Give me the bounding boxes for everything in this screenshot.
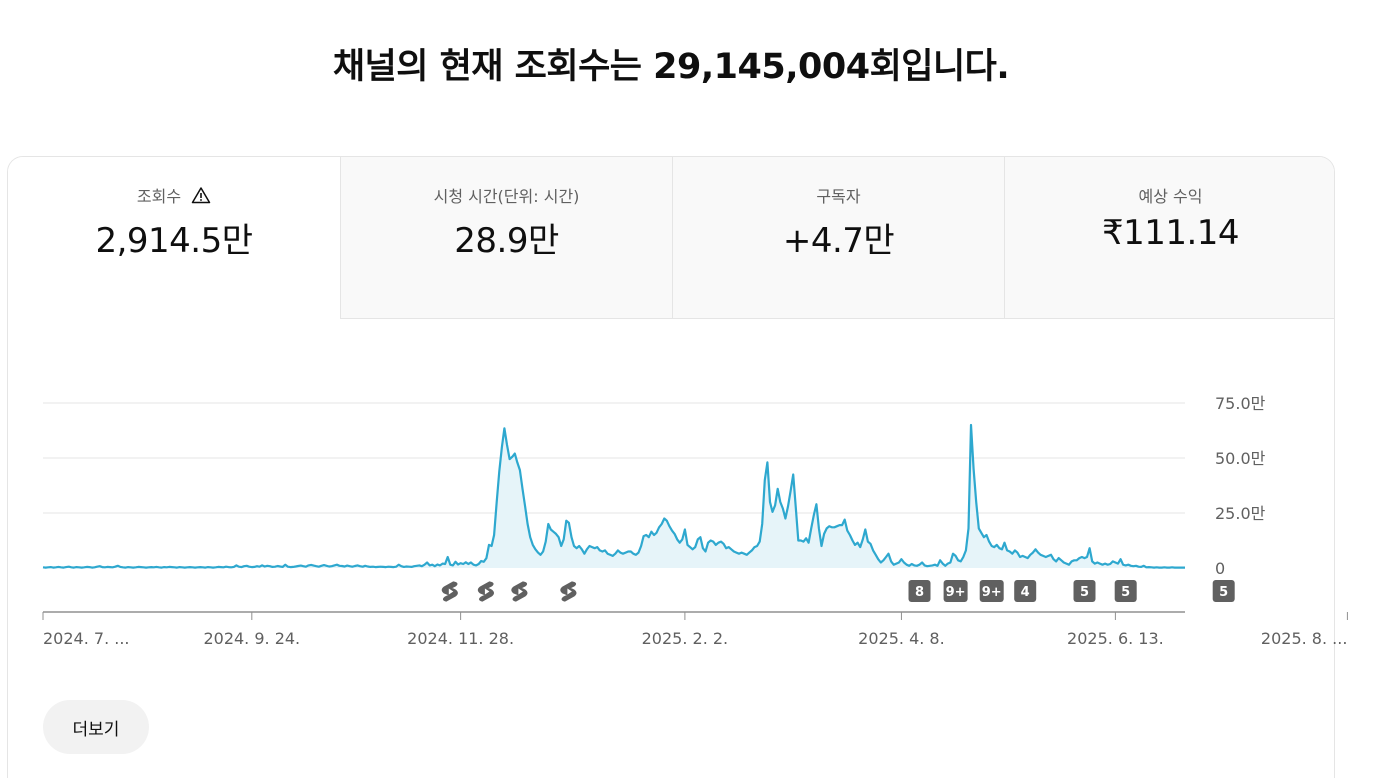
video-count-badge[interactable]: 4 — [1014, 580, 1037, 602]
metric-tabs: 조회수 2,914.5만 시청 시간(단위: 시간) 28.9만 구독자 +4.… — [8, 157, 1334, 319]
tab-subscribers-value: +4.7만 — [782, 221, 895, 261]
tab-revenue-label: 예상 수익 — [1138, 187, 1203, 206]
y-tick-label: 25.0만 — [1215, 504, 1266, 523]
shorts-icon[interactable] — [441, 581, 458, 602]
x-tick-label: 2024. 7. ... — [43, 629, 130, 648]
x-tick-label: 2025. 6. 13. — [1067, 629, 1164, 648]
shorts-icon[interactable] — [511, 581, 528, 602]
badge-label: 5 — [1121, 585, 1130, 600]
x-tick-label: 2024. 9. 24. — [203, 629, 300, 648]
tab-revenue-value: ₹111.14 — [1101, 213, 1240, 253]
more-button[interactable]: 더보기 — [43, 700, 149, 754]
badge-label: 4 — [1021, 585, 1030, 600]
tab-views-label: 조회수 — [136, 187, 182, 206]
badge-label: 5 — [1219, 585, 1228, 600]
chart-area — [43, 425, 1185, 568]
shorts-icon[interactable] — [560, 581, 577, 602]
warning-icon[interactable] — [191, 186, 211, 204]
y-tick-label: 50.0만 — [1215, 449, 1266, 468]
analytics-card: 조회수 2,914.5만 시청 시간(단위: 시간) 28.9만 구독자 +4.… — [7, 156, 1335, 778]
x-tick-label: 2025. 4. 8. — [858, 629, 945, 648]
shorts-icon[interactable] — [477, 581, 494, 602]
tab-views-value: 2,914.5만 — [95, 221, 253, 261]
tab-watch-time[interactable]: 시청 시간(단위: 시간) 28.9만 — [340, 157, 672, 319]
y-tick-label: 0 — [1215, 559, 1225, 578]
badge-label: 8 — [915, 585, 924, 600]
badge-label: 9+ — [946, 585, 966, 600]
chart-series-line — [42, 423, 1185, 569]
x-tick-label: 2025. 8. ... — [1261, 629, 1348, 648]
video-count-badge[interactable]: 8 — [908, 580, 931, 602]
video-count-badge[interactable]: 5 — [1073, 580, 1096, 602]
x-tick-label: 2024. 11. 28. — [407, 629, 514, 648]
video-count-badge[interactable]: 5 — [1212, 580, 1235, 602]
badge-label: 5 — [1080, 585, 1089, 600]
tab-watch-time-value: 28.9만 — [454, 221, 559, 261]
x-tick-label: 2025. 2. 2. — [642, 629, 729, 648]
tab-views[interactable]: 조회수 2,914.5만 — [8, 157, 340, 319]
video-count-badge[interactable]: 9+ — [943, 580, 968, 602]
page-headline: 채널의 현재 조회수는 29,145,004회입니다. — [332, 47, 1010, 87]
video-count-badge[interactable]: 9+ — [979, 580, 1004, 602]
tab-revenue[interactable]: 예상 수익 ₹111.14 — [1004, 157, 1334, 319]
tab-watch-time-label: 시청 시간(단위: 시간) — [433, 187, 580, 206]
tab-subscribers-label: 구독자 — [816, 187, 861, 206]
y-tick-label: 75.0만 — [1215, 394, 1266, 413]
video-count-badge[interactable]: 5 — [1114, 580, 1137, 602]
badge-label: 9+ — [982, 585, 1002, 600]
tab-subscribers[interactable]: 구독자 +4.7만 — [672, 157, 1004, 319]
